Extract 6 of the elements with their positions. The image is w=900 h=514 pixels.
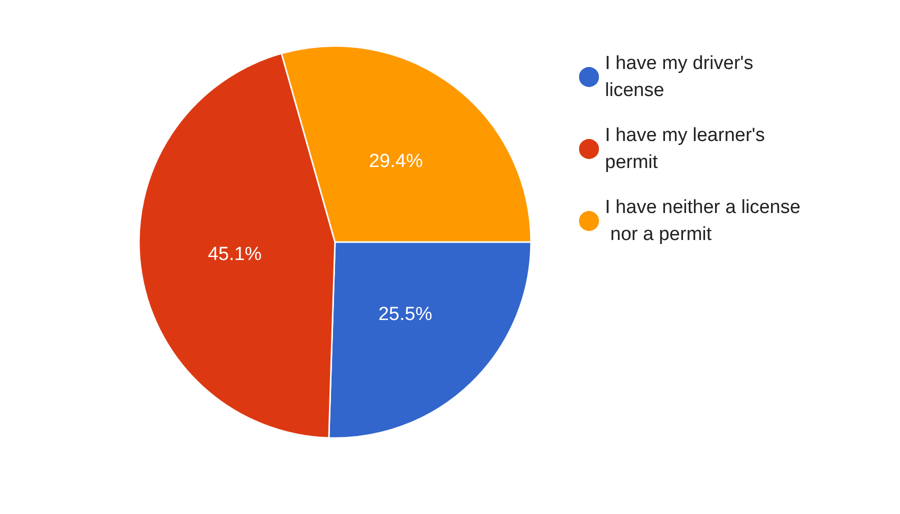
data-label: 45.1% (208, 244, 262, 265)
legend-label: I have my learner's permit (605, 125, 770, 173)
legend-label: I have my driver's license (605, 53, 759, 101)
data-label: 29.4% (368, 150, 423, 172)
legend-label: I have neither a license nor a permit (605, 197, 800, 245)
data-label: 25.5% (378, 304, 432, 326)
